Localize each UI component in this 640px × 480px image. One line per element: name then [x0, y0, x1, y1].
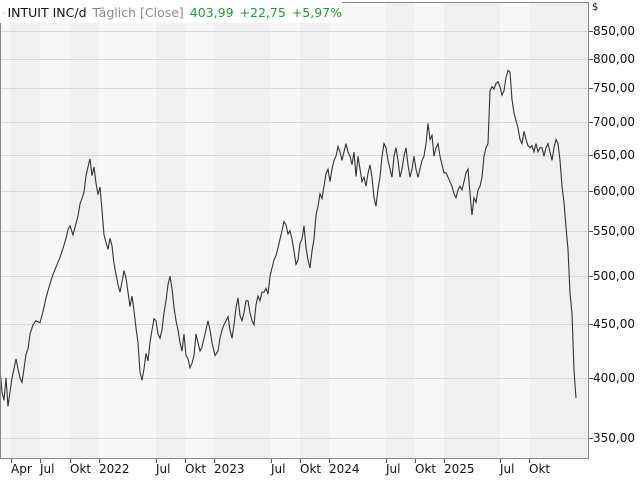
x-axis-label: 2024 [329, 462, 360, 476]
x-axis-label: Okt [415, 462, 437, 476]
x-axis-label: Okt [70, 462, 92, 476]
last-price: 403,99 [189, 5, 234, 20]
currency-label: $ [592, 2, 599, 13]
y-axis-label: 400,00 [593, 371, 635, 385]
y-axis-label: 500,00 [593, 269, 635, 283]
y-axis-label: 750,00 [593, 81, 635, 95]
x-axis-label: Jul [386, 462, 401, 476]
y-axis-label: 800,00 [593, 52, 635, 66]
period-label: Täglich [Close] [92, 5, 184, 20]
x-axis-label: 2025 [444, 462, 475, 476]
y-axis-label: 450,00 [593, 317, 635, 331]
price-change: +22,75 [239, 5, 286, 20]
x-axis-label: 2022 [99, 462, 130, 476]
instrument-name: INTUIT INC/d [7, 5, 87, 20]
x-axis-label: Okt [185, 462, 207, 476]
chart-header: INTUIT INC/d Täglich [Close] 403,99 +22,… [0, 2, 342, 23]
x-axis-label: Jul [156, 462, 171, 476]
x-axis-label: Jul [271, 462, 286, 476]
period-stripes [11, 3, 588, 458]
x-tick-marks [11, 459, 530, 463]
y-axis-label: 550,00 [593, 224, 635, 238]
price-change-percent: +5,97% [291, 5, 342, 20]
y-axis-label: 850,00 [593, 24, 635, 38]
y-axis-label: 650,00 [593, 148, 635, 162]
x-axis-label: Okt [529, 462, 551, 476]
x-axis-label: Apr [11, 462, 32, 476]
y-axis-label: 700,00 [593, 115, 635, 129]
x-axis-label: 2023 [214, 462, 245, 476]
x-axis-label: Jul [40, 462, 55, 476]
price-line [0, 69, 577, 407]
y-axis-label: 350,00 [593, 431, 635, 445]
x-axis-label: Okt [300, 462, 322, 476]
x-axis-label: Jul [500, 462, 515, 476]
y-tick-marks [589, 31, 593, 439]
line-chart-icon [3, 11, 6, 14]
y-axis-label: 600,00 [593, 184, 635, 198]
